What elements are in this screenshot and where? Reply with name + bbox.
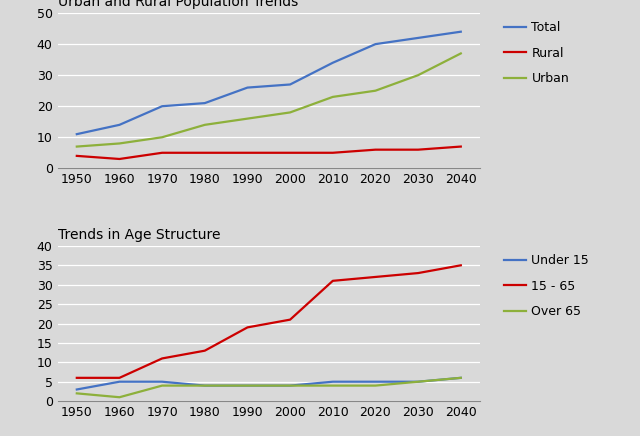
Urban [73, 144, 81, 149]
Under 15 [116, 379, 124, 385]
Urban [414, 72, 422, 78]
Rural [286, 150, 294, 155]
Rural [414, 147, 422, 152]
Under 15 [73, 387, 81, 392]
Rural [329, 150, 337, 155]
Over 65 [73, 391, 81, 396]
15 - 65 [73, 375, 81, 381]
Under 15 [244, 383, 252, 388]
Line: Over 65: Over 65 [77, 378, 461, 397]
Under 15 [414, 379, 422, 385]
Rural [73, 153, 81, 159]
Under 15 [158, 379, 166, 385]
Over 65 [329, 383, 337, 388]
15 - 65 [286, 317, 294, 322]
Line: Total: Total [77, 32, 461, 134]
Rural [372, 147, 380, 152]
Urban [244, 116, 252, 121]
Under 15 [329, 379, 337, 385]
Total [201, 100, 209, 106]
Under 15 [286, 383, 294, 388]
Urban [457, 51, 465, 56]
Over 65 [457, 375, 465, 381]
15 - 65 [372, 274, 380, 279]
15 - 65 [244, 325, 252, 330]
Total [414, 35, 422, 41]
Under 15 [201, 383, 209, 388]
Under 15 [372, 379, 380, 385]
Text: Urban and Rural Population Trends: Urban and Rural Population Trends [58, 0, 298, 9]
Rural [158, 150, 166, 155]
Total [372, 41, 380, 47]
Urban [329, 94, 337, 99]
Urban [286, 110, 294, 115]
15 - 65 [457, 262, 465, 268]
Line: Rural: Rural [77, 146, 461, 159]
Text: Trends in Age Structure: Trends in Age Structure [58, 228, 220, 242]
Over 65 [201, 383, 209, 388]
Rural [201, 150, 209, 155]
Total [457, 29, 465, 34]
Rural [244, 150, 252, 155]
Line: Urban: Urban [77, 54, 461, 146]
Total [286, 82, 294, 87]
15 - 65 [201, 348, 209, 353]
Urban [201, 122, 209, 127]
Line: Under 15: Under 15 [77, 378, 461, 389]
Total [73, 132, 81, 137]
Urban [158, 135, 166, 140]
Total [244, 85, 252, 90]
15 - 65 [116, 375, 124, 381]
Legend: Under 15, 15 - 65, Over 65: Under 15, 15 - 65, Over 65 [499, 249, 594, 323]
Over 65 [116, 395, 124, 400]
Over 65 [286, 383, 294, 388]
Over 65 [158, 383, 166, 388]
Under 15 [457, 375, 465, 381]
Urban [116, 141, 124, 146]
Rural [116, 157, 124, 162]
Over 65 [244, 383, 252, 388]
Rural [457, 144, 465, 149]
15 - 65 [414, 270, 422, 276]
Total [158, 104, 166, 109]
Total [329, 60, 337, 65]
Legend: Total, Rural, Urban: Total, Rural, Urban [499, 16, 574, 90]
15 - 65 [329, 278, 337, 283]
Line: 15 - 65: 15 - 65 [77, 265, 461, 378]
Total [116, 122, 124, 127]
15 - 65 [158, 356, 166, 361]
Urban [372, 88, 380, 93]
Over 65 [372, 383, 380, 388]
Over 65 [414, 379, 422, 385]
